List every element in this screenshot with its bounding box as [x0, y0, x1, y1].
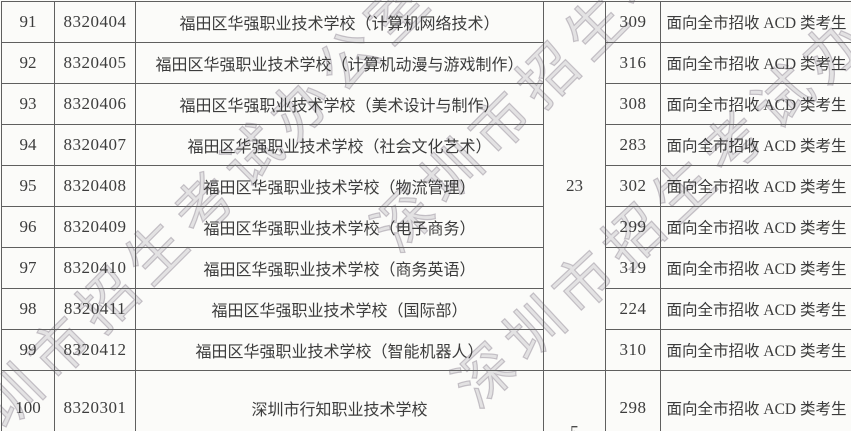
- school-program-cell: 福田区华强职业技术学校（计算机动漫与游戏制作）: [135, 42, 544, 84]
- admission-scope-cell: 面向全市招收 ACD 类考生: [660, 370, 851, 431]
- table-row: 92 8320405 福田区华强职业技术学校（计算机动漫与游戏制作） 316 面…: [1, 42, 851, 84]
- seq-cell: 93: [1, 83, 55, 125]
- table-row: 94 8320407 福田区华强职业技术学校（社会文化艺术） 283 面向全市招…: [1, 124, 851, 166]
- table-row: 95 8320408 福田区华强职业技术学校（物流管理） 302 面向全市招收 …: [1, 165, 851, 207]
- admission-scope-cell: 面向全市招收 ACD 类考生: [660, 288, 851, 330]
- next-group-count-cell: 5: [543, 370, 606, 431]
- code-cell: 8320408: [54, 165, 136, 207]
- admission-scope-cell: 面向全市招收 ACD 类考生: [660, 329, 851, 371]
- code-cell: 8320406: [54, 83, 136, 125]
- seq-cell: 98: [1, 288, 55, 330]
- school-program-cell: 福田区华强职业技术学校（美术设计与制作）: [135, 83, 544, 125]
- seq-cell: 97: [1, 247, 55, 289]
- score-cell: 299: [605, 206, 661, 248]
- school-program-cell: 福田区华强职业技术学校（物流管理）: [135, 165, 544, 207]
- code-cell: 8320404: [54, 1, 136, 43]
- table-row: 93 8320406 福田区华强职业技术学校（美术设计与制作） 308 面向全市…: [1, 83, 851, 125]
- table-row: 100 8320301 深圳市行知职业技术学校 5298 面向全市招收 ACD …: [1, 370, 851, 431]
- table-row: 98 8320411 福田区华强职业技术学校（国际部） 224 面向全市招收 A…: [1, 288, 851, 330]
- code-cell: 8320411: [54, 288, 136, 330]
- score-cell: 319: [605, 247, 661, 289]
- admission-scope-cell: 面向全市招收 ACD 类考生: [660, 247, 851, 289]
- school-program-cell: 福田区华强职业技术学校（智能机器人）: [135, 329, 544, 371]
- code-cell: 8320407: [54, 124, 136, 166]
- seq-cell: 94: [1, 124, 55, 166]
- table-row: 97 8320410 福田区华强职业技术学校（商务英语） 319 面向全市招收 …: [1, 247, 851, 289]
- seq-cell: 91: [1, 1, 55, 43]
- code-cell: 8320410: [54, 247, 136, 289]
- seq-cell: 100: [1, 370, 55, 431]
- clipped-count-text: 5: [545, 422, 605, 431]
- table-row: 99 8320412 福田区华强职业技术学校（智能机器人） 310 面向全市招收…: [1, 329, 851, 371]
- school-program-cell: 福田区华强职业技术学校（商务英语）: [135, 247, 544, 289]
- score-cell: 302: [605, 165, 661, 207]
- code-cell: 8320301: [54, 370, 136, 431]
- score-cell: 298: [605, 370, 661, 431]
- score-cell: 224: [605, 288, 661, 330]
- admission-scope-cell: 面向全市招收 ACD 类考生: [660, 83, 851, 125]
- school-program-cell: 福田区华强职业技术学校（计算机网络技术）: [135, 1, 544, 43]
- code-cell: 8320409: [54, 206, 136, 248]
- score-cell: 283: [605, 124, 661, 166]
- admission-scope-cell: 面向全市招收 ACD 类考生: [660, 1, 851, 43]
- school-program-cell: 福田区华强职业技术学校（国际部）: [135, 288, 544, 330]
- admission-scope-cell: 面向全市招收 ACD 类考生: [660, 206, 851, 248]
- admission-scope-cell: 面向全市招收 ACD 类考生: [660, 124, 851, 166]
- school-program-cell: 福田区华强职业技术学校（社会文化艺术）: [135, 124, 544, 166]
- seq-cell: 96: [1, 206, 55, 248]
- school-program-cell: 福田区华强职业技术学校（电子商务）: [135, 206, 544, 248]
- seq-cell: 92: [1, 42, 55, 84]
- score-cell: 308: [605, 83, 661, 125]
- score-cell: 310: [605, 329, 661, 371]
- code-cell: 8320412: [54, 329, 136, 371]
- school-program-cell: 深圳市行知职业技术学校: [135, 370, 544, 431]
- score-cell: 309: [605, 1, 661, 43]
- admission-scope-cell: 面向全市招收 ACD 类考生: [660, 165, 851, 207]
- seq-cell: 99: [1, 329, 55, 371]
- table-row: 91 8320404 福田区华强职业技术学校（计算机网络技术） 23 309 面向…: [1, 1, 851, 371]
- code-cell: 8320405: [54, 42, 136, 84]
- merged-class-count-cell: 23: [543, 1, 606, 371]
- seq-cell: 95: [1, 165, 55, 207]
- admission-scope-cell: 面向全市招收 ACD 类考生: [660, 42, 851, 84]
- score-cell: 316: [605, 42, 661, 84]
- table-row: 96 8320409 福田区华强职业技术学校（电子商务） 299 面向全市招收 …: [1, 206, 851, 248]
